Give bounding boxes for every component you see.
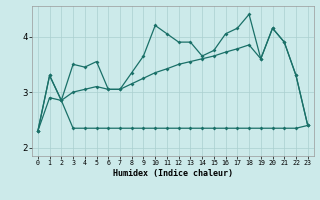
X-axis label: Humidex (Indice chaleur): Humidex (Indice chaleur) xyxy=(113,169,233,178)
